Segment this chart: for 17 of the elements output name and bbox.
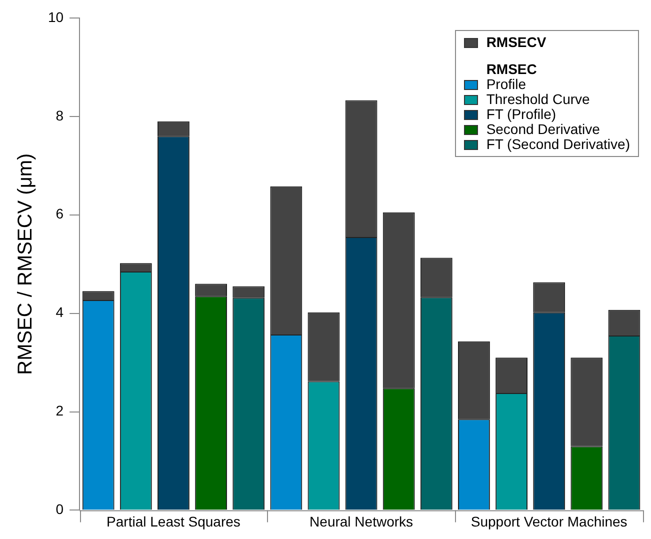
y-tick-label: 10: [48, 8, 64, 25]
x-tick-label: Support Vector Machines: [470, 513, 628, 530]
y-tick-label: 6: [56, 206, 64, 222]
legend-label: FT (Second Derivative): [486, 136, 630, 152]
x-tick-label: Neural Networks: [310, 513, 414, 530]
legend-label: FT (Profile): [486, 106, 556, 122]
y-axis-title: RMSEC / RMSECV (μm): [14, 153, 37, 375]
legend-title: RMSEC: [486, 61, 538, 77]
y-tick-label: 8: [56, 107, 64, 124]
legend-label: Second Derivative: [486, 121, 600, 137]
legend-label: Profile: [486, 76, 526, 92]
y-tick-label: 2: [56, 402, 64, 419]
legend-label: Threshold Curve: [486, 91, 590, 107]
legend-label: RMSECV: [486, 34, 546, 50]
y-tick-label: 4: [56, 304, 64, 320]
x-tick-label: Partial Least Squares: [106, 513, 240, 530]
y-tick-label: 0: [56, 501, 64, 518]
